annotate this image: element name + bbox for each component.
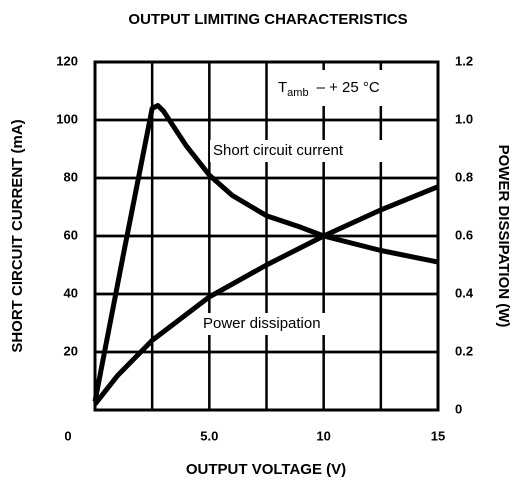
- y-tick-label: 80: [64, 169, 78, 184]
- y-tick-label: 120: [56, 53, 78, 68]
- annotation-main: T: [278, 79, 287, 96]
- series-label: Short circuit current: [213, 142, 344, 159]
- y2-tick-label: 0.8: [455, 169, 473, 184]
- annotation-rest: – + 25 °C: [317, 79, 380, 96]
- y-tick-label: 100: [56, 111, 78, 126]
- y2-tick-label: 1.2: [455, 53, 473, 68]
- annotation-sub: amb: [287, 87, 308, 99]
- label-background: [210, 140, 390, 162]
- y-tick-label: 20: [64, 343, 78, 358]
- y2-tick-label: 0.2: [455, 343, 473, 358]
- y2-tick-label: 0: [455, 401, 462, 416]
- y-axis-label: SHORT CIRCUIT CURRENT (mA): [9, 119, 26, 352]
- annotation-background: [270, 70, 430, 106]
- y2-tick-label: 0.4: [455, 285, 474, 300]
- y-tick-label: 60: [64, 227, 78, 242]
- x-tick-label: 0: [64, 428, 71, 443]
- x-tick-label: 10: [316, 428, 330, 443]
- line: [93, 184, 439, 406]
- y2-tick-label: 0.6: [455, 227, 473, 242]
- chart-title: OUTPUT LIMITING CHARACTERISTICS: [128, 11, 407, 28]
- y-tick-label: 40: [64, 285, 78, 300]
- line: [92, 103, 439, 402]
- y2-axis-label: POWER DISSIPATION (W): [495, 145, 512, 328]
- annotation: Tamb – + 25 °C: [278, 79, 380, 99]
- plot-frame: [93, 60, 440, 412]
- series-label: Power dissipation: [203, 315, 321, 332]
- x-axis-label: OUTPUT VOLTAGE (V): [186, 461, 346, 478]
- label-background: [200, 313, 360, 335]
- x-tick-label: 15: [431, 428, 445, 443]
- y2-tick-label: 1.0: [455, 111, 473, 126]
- x-tick-label: 5.0: [200, 428, 218, 443]
